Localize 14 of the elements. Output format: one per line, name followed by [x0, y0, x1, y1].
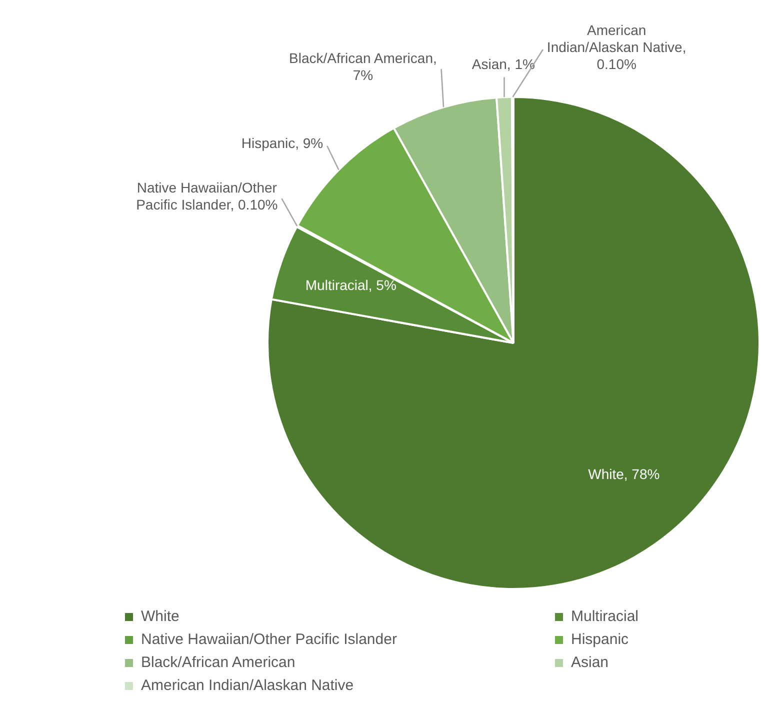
data-label: Asian, 1%	[472, 56, 535, 72]
legend-label: Black/African American	[141, 654, 296, 671]
data-label: American Indian/Alaskan Native, 0.10%	[546, 22, 686, 72]
legend-label: American Indian/Alaskan Native	[141, 677, 354, 694]
data-label: White, 78%	[588, 466, 660, 482]
legend-label: White	[141, 608, 180, 625]
legend-label: Hispanic	[571, 631, 629, 648]
legend-label: Asian	[571, 654, 609, 671]
data-label: Hispanic, 9%	[241, 135, 324, 152]
data-label: Multiracial, 5%	[305, 277, 396, 294]
data-label: Native Hawaiian/Other Pacific Islander, 0.10%	[136, 179, 278, 212]
data-label: Black/African American, 7%	[289, 50, 437, 83]
legend-label: Multiracial	[571, 608, 639, 625]
legend-label: Native Hawaiian/Other Pacific Islander	[141, 631, 397, 648]
